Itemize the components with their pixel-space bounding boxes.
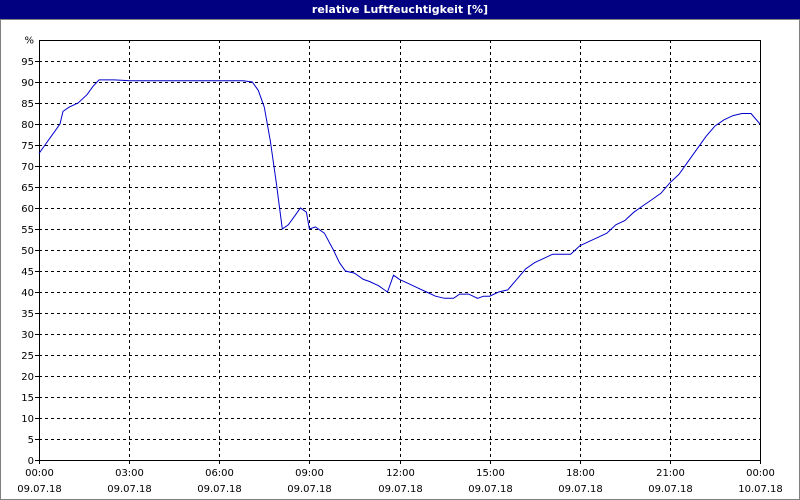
y-tick-label: 20 bbox=[21, 372, 34, 383]
y-tick-label: 65 bbox=[21, 183, 34, 194]
y-tick-label: 10 bbox=[21, 414, 34, 425]
y-tick-label: 55 bbox=[21, 225, 34, 236]
x-tick-time-label: 00:00 bbox=[25, 468, 54, 479]
y-tick-label: 75 bbox=[21, 141, 34, 152]
x-tick-date-label: 09.07.18 bbox=[107, 484, 152, 495]
y-tick-label: 80 bbox=[21, 120, 34, 131]
x-tick-date-label: 09.07.18 bbox=[468, 484, 513, 495]
y-tick-label: 25 bbox=[21, 351, 34, 362]
plot-border bbox=[39, 40, 761, 461]
y-tick-label: 50 bbox=[21, 246, 34, 257]
chart-title-bar: relative Luftfeuchtigkeit [%] bbox=[0, 0, 800, 19]
y-tick-label: 70 bbox=[21, 162, 34, 173]
chart-area: 0 5 10 15 20 25 30 35 40 45 50 55 60 65 70 75 80 85 90 95% 0… bbox=[0, 19, 800, 500]
y-tick-label: 85 bbox=[21, 99, 34, 110]
x-tick-date-label: 09.07.18 bbox=[558, 484, 603, 495]
chart-title: relative Luftfeuchtigkeit [%] bbox=[311, 3, 489, 16]
x-tick-date-label: 09.07.18 bbox=[197, 484, 242, 495]
y-tick-label: 40 bbox=[21, 288, 34, 299]
x-tick-time-label: 21:00 bbox=[656, 468, 685, 479]
y-tick-label: 45 bbox=[21, 267, 34, 278]
x-tick-date-label: 09.07.18 bbox=[287, 484, 332, 495]
x-tick-date-label: 09.07.18 bbox=[17, 484, 62, 495]
x-tick-time-label: 12:00 bbox=[386, 468, 415, 479]
x-tick-date-label: 09.07.18 bbox=[648, 484, 693, 495]
x-tick-date-label: 09.07.18 bbox=[378, 484, 423, 495]
y-tick-label: 95 bbox=[21, 57, 34, 68]
y-tick-label: 30 bbox=[21, 330, 34, 341]
y-tick-label: 35 bbox=[21, 309, 34, 320]
x-tick-time-label: 00:00 bbox=[746, 468, 775, 479]
y-tick-label: 15 bbox=[21, 393, 34, 404]
x-tick-time-label: 03:00 bbox=[115, 468, 144, 479]
y-axis-label: % bbox=[24, 36, 34, 47]
x-tick-time-label: 18:00 bbox=[566, 468, 595, 479]
y-tick-label: 60 bbox=[21, 204, 34, 215]
x-tick-time-label: 09:00 bbox=[295, 468, 324, 479]
y-tick-label: 90 bbox=[21, 78, 34, 89]
humidity-line-chart: 0 5 10 15 20 25 30 35 40 45 50 55 60 65 70 75 80 85 90 95% 0… bbox=[0, 19, 800, 500]
chart-frame bbox=[0, 19, 800, 500]
x-tick-time-label: 15:00 bbox=[476, 468, 505, 479]
y-tick-label: 5 bbox=[28, 435, 34, 446]
x-tick-time-label: 06:00 bbox=[205, 468, 234, 479]
humidity-series-line bbox=[38, 79, 761, 299]
x-tick-date-label: 10.07.18 bbox=[738, 484, 783, 495]
y-tick-label: 0 bbox=[28, 456, 34, 467]
